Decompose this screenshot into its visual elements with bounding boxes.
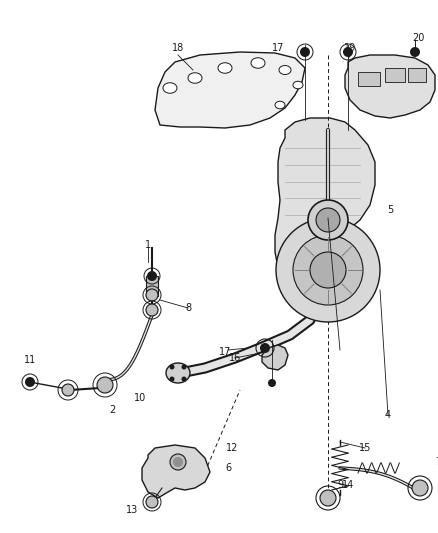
Bar bbox=[408, 68, 426, 82]
Circle shape bbox=[308, 200, 348, 240]
Polygon shape bbox=[345, 55, 435, 118]
Circle shape bbox=[276, 218, 380, 322]
Circle shape bbox=[181, 365, 187, 369]
Ellipse shape bbox=[275, 101, 285, 109]
Text: 5: 5 bbox=[387, 205, 393, 215]
Circle shape bbox=[316, 208, 340, 232]
Text: 11: 11 bbox=[24, 355, 36, 365]
Text: 16: 16 bbox=[229, 353, 241, 363]
Circle shape bbox=[170, 454, 186, 470]
Circle shape bbox=[268, 379, 276, 387]
Text: 2: 2 bbox=[109, 405, 115, 415]
Bar bbox=[385, 68, 405, 82]
Circle shape bbox=[412, 480, 428, 496]
Ellipse shape bbox=[166, 363, 190, 383]
Ellipse shape bbox=[279, 66, 291, 75]
Text: 17: 17 bbox=[219, 347, 231, 357]
Text: 17: 17 bbox=[272, 43, 284, 53]
Text: 14: 14 bbox=[342, 480, 354, 490]
Ellipse shape bbox=[218, 63, 232, 73]
Circle shape bbox=[260, 343, 270, 353]
Text: 19: 19 bbox=[344, 43, 356, 53]
Circle shape bbox=[146, 289, 158, 301]
Circle shape bbox=[173, 457, 183, 467]
Circle shape bbox=[146, 304, 158, 316]
Circle shape bbox=[300, 47, 310, 57]
Text: 18: 18 bbox=[172, 43, 184, 53]
Text: 15: 15 bbox=[359, 443, 371, 453]
Circle shape bbox=[62, 384, 74, 396]
Ellipse shape bbox=[163, 83, 177, 93]
Circle shape bbox=[170, 365, 174, 369]
Text: 10: 10 bbox=[134, 393, 146, 403]
Circle shape bbox=[147, 271, 157, 281]
Circle shape bbox=[170, 376, 174, 382]
Ellipse shape bbox=[293, 81, 303, 89]
Circle shape bbox=[293, 235, 363, 305]
Circle shape bbox=[146, 496, 158, 508]
Text: 6: 6 bbox=[225, 463, 231, 473]
Text: 7: 7 bbox=[435, 457, 438, 467]
Bar bbox=[146, 276, 158, 296]
Circle shape bbox=[320, 490, 336, 506]
Text: 9: 9 bbox=[337, 480, 343, 490]
Ellipse shape bbox=[188, 72, 202, 83]
Circle shape bbox=[410, 47, 420, 57]
Circle shape bbox=[181, 376, 187, 382]
Text: 8: 8 bbox=[185, 303, 191, 313]
Polygon shape bbox=[142, 445, 210, 498]
Text: 4: 4 bbox=[385, 410, 391, 420]
Text: 1: 1 bbox=[145, 240, 151, 250]
Circle shape bbox=[343, 47, 353, 57]
Polygon shape bbox=[262, 345, 288, 370]
Circle shape bbox=[97, 377, 113, 393]
Circle shape bbox=[25, 377, 35, 387]
Text: 13: 13 bbox=[126, 505, 138, 515]
Bar bbox=[358, 72, 380, 86]
Text: 12: 12 bbox=[226, 443, 238, 453]
Text: 20: 20 bbox=[412, 33, 424, 43]
Polygon shape bbox=[275, 118, 375, 295]
Circle shape bbox=[310, 252, 346, 288]
Polygon shape bbox=[155, 52, 305, 128]
Ellipse shape bbox=[251, 58, 265, 68]
